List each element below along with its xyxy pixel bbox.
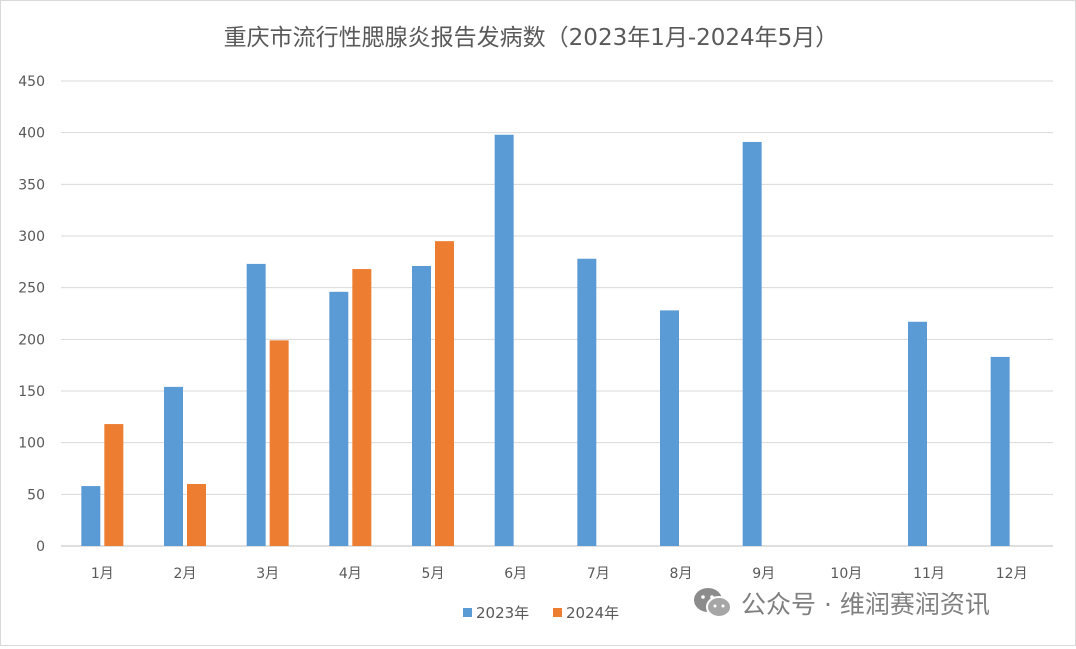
bar-2023年-3月	[246, 263, 266, 546]
y-tick-label: 200	[18, 332, 45, 348]
bar-2023年-5月	[412, 265, 431, 546]
y-tick-label: 250	[18, 281, 45, 297]
bar-2024年-3月	[269, 340, 289, 546]
bar-2024年-5月	[435, 241, 454, 546]
bar-2023年-7月	[577, 258, 597, 546]
x-tick-label: 7月	[587, 566, 610, 582]
y-tick-label: 50	[27, 487, 45, 503]
y-tick-label: 300	[18, 229, 45, 245]
watermark: 公众号 · 维润赛润资讯	[693, 583, 990, 623]
wechat-icon	[694, 588, 732, 618]
x-tick-label: 6月	[504, 566, 527, 582]
bar-2024年-4月	[352, 269, 372, 546]
bar-2023年-8月	[660, 310, 679, 546]
x-tick-label: 5月	[422, 566, 445, 582]
y-tick-label: 150	[18, 384, 45, 400]
x-tick-label: 9月	[752, 566, 775, 582]
bar-2023年-12月	[990, 356, 1010, 546]
x-tick-label: 11月	[913, 566, 945, 582]
x-tick-label: 10月	[830, 566, 862, 582]
chart-title: 重庆市流行性腮腺炎报告发病数（2023年1月-2024年5月）	[224, 25, 839, 51]
gridlines	[61, 80, 1053, 547]
x-tick-label: 12月	[996, 566, 1028, 582]
watermark-text: 公众号 · 维润赛润资讯	[741, 590, 990, 619]
bar-2024年-2月	[187, 484, 206, 546]
legend-swatch	[463, 608, 472, 617]
bar-2023年-1月	[81, 486, 101, 546]
bar-2023年-9月	[742, 141, 762, 546]
bar-2023年-6月	[494, 134, 514, 546]
legend: 2023年 2024年	[463, 604, 619, 622]
y-tick-label: 400	[18, 126, 45, 142]
y-tick-label: 350	[18, 177, 45, 193]
bar-2024年-1月	[104, 424, 124, 546]
x-tick-label: 3月	[256, 566, 279, 582]
bar-2023年-2月	[164, 386, 183, 546]
y-tick-label: 0	[36, 539, 45, 555]
x-tick-label: 1月	[91, 566, 114, 582]
legend-swatch	[553, 608, 562, 617]
legend-label: 2024年	[566, 604, 619, 622]
x-axis-ticks: 1月 2月 3月 4月 5月 6月 7月 8月 9月 10月 11月 12月	[91, 566, 1028, 582]
legend-label: 2023年	[476, 604, 529, 622]
x-tick-label: 2月	[174, 566, 197, 582]
bars	[81, 134, 1010, 546]
y-tick-label: 450	[18, 74, 45, 90]
x-tick-label: 4月	[339, 566, 362, 582]
bar-2023年-11月	[908, 321, 927, 546]
y-axis-ticks: 0 50 100 150 200 250 300 350 400 450	[18, 74, 45, 555]
y-tick-label: 100	[18, 436, 45, 452]
x-tick-label: 8月	[670, 566, 693, 582]
bar-2023年-4月	[329, 291, 349, 546]
